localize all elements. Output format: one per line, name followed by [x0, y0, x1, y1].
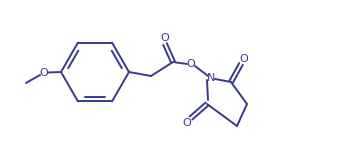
Text: N: N	[207, 73, 215, 83]
Text: O: O	[161, 33, 169, 43]
Text: O: O	[40, 68, 48, 78]
Text: O: O	[183, 118, 191, 128]
Text: O: O	[240, 54, 248, 64]
Text: O: O	[187, 59, 195, 69]
